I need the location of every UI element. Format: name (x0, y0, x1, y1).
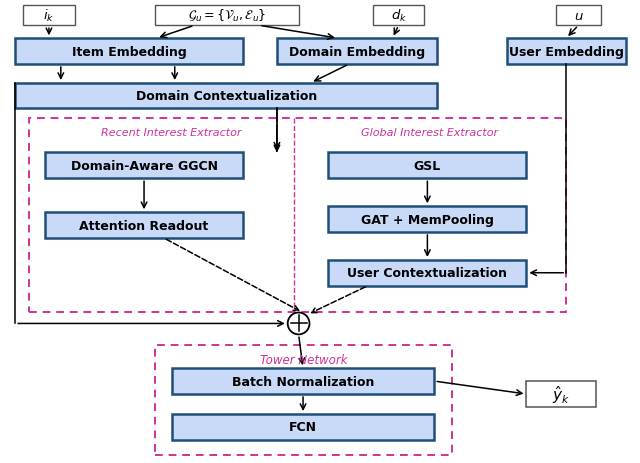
Circle shape (288, 313, 310, 335)
Text: Tower Network: Tower Network (260, 353, 348, 366)
Bar (507, 39, 625, 65)
Text: Domain Embedding: Domain Embedding (289, 45, 425, 58)
Text: Batch Normalization: Batch Normalization (232, 375, 374, 388)
Text: Recent Interest Extractor: Recent Interest Extractor (101, 127, 241, 138)
Text: User Embedding: User Embedding (509, 45, 623, 58)
Text: $u$: $u$ (573, 10, 583, 23)
Text: Domain Contextualization: Domain Contextualization (136, 90, 317, 103)
Bar (527, 381, 596, 407)
Bar (155, 345, 452, 455)
Bar (155, 6, 299, 26)
Text: $d_k$: $d_k$ (390, 8, 406, 24)
Bar (328, 153, 527, 179)
Text: Global Interest Extractor: Global Interest Extractor (362, 127, 499, 138)
Text: Item Embedding: Item Embedding (72, 45, 187, 58)
Text: GSL: GSL (413, 160, 441, 173)
Bar (45, 153, 243, 179)
Bar (15, 84, 437, 108)
Text: Domain-Aware GGCN: Domain-Aware GGCN (70, 160, 218, 173)
Text: $i_k$: $i_k$ (44, 8, 54, 24)
Bar (328, 260, 527, 286)
Text: $\hat{y}_k$: $\hat{y}_k$ (552, 383, 570, 405)
Text: Attention Readout: Attention Readout (79, 219, 209, 232)
Text: GAT + MemPooling: GAT + MemPooling (361, 213, 494, 226)
Text: $\mathcal{G}_u = \{\mathcal{V}_u, \mathcal{E}_u\}$: $\mathcal{G}_u = \{\mathcal{V}_u, \mathc… (188, 8, 266, 24)
Bar (15, 39, 243, 65)
Bar (556, 6, 601, 26)
Bar (172, 369, 435, 394)
Bar (373, 6, 424, 26)
Bar (45, 213, 243, 238)
Text: FCN: FCN (289, 420, 317, 433)
Bar (328, 206, 527, 232)
Bar (23, 6, 75, 26)
Bar (276, 39, 437, 65)
Bar (172, 414, 435, 440)
Bar (29, 119, 566, 312)
Text: User Contextualization: User Contextualization (348, 267, 508, 280)
